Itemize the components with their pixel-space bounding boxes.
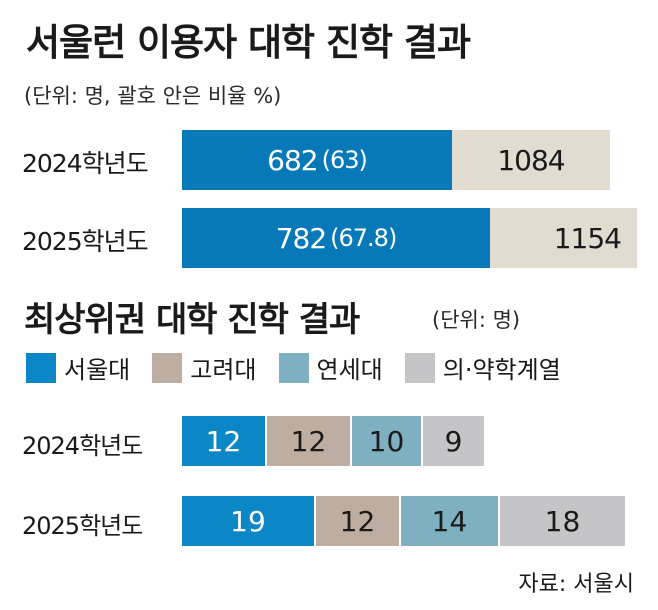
chart-1-ratio-label: (67.8): [330, 224, 397, 252]
chart-2-unit-note: (단위: 명): [432, 308, 521, 332]
chart-1-value-label: 682: [267, 143, 318, 177]
chart-1-ratio-label: (63): [321, 146, 368, 174]
legend-swatch: [26, 352, 56, 383]
chart-1-bar: 682 (63) 1084: [182, 130, 610, 190]
chart-1-bar-segment-total: 1154: [490, 208, 637, 268]
chart-1-value-label: 782: [275, 221, 327, 255]
chart-2-bar: 12 12 10 9: [182, 416, 486, 466]
chart-2-bar-segment: 10: [352, 416, 423, 466]
legend-item: 의·약학계열: [404, 350, 561, 385]
chart-2-category-label: 2024학년도: [22, 432, 143, 460]
legend-label: 연세대: [316, 356, 383, 384]
legend-label: 고려대: [190, 356, 257, 384]
chart-2-bar-segment: 12: [267, 416, 352, 466]
chart-2-category-label: 2025학년도: [22, 512, 143, 540]
chart-1-category-label: 2024학년도: [22, 149, 149, 178]
legend-swatch: [278, 352, 309, 383]
legend-item: 연세대: [278, 350, 383, 385]
chart-2-bar-segment: 18: [500, 496, 627, 546]
source-note: 자료: 서울시: [518, 572, 634, 597]
legend-label: 의·약학계열: [442, 356, 561, 384]
chart-2-bar-segment: 12: [182, 416, 267, 466]
chart-1-category-label: 2025학년도: [22, 227, 149, 256]
chart-2-bar: 19 12 14 18: [182, 496, 627, 546]
legend: 서울대 고려대 연세대 의·약학계열: [26, 350, 583, 385]
legend-swatch: [152, 352, 183, 383]
chart-2-title: 최상위권 대학 진학 결과: [24, 300, 360, 340]
legend-label: 서울대: [64, 356, 131, 384]
chart-1-bar-segment-admitted: 682 (63): [182, 130, 452, 190]
chart-1-bar-segment-admitted: 782 (67.8): [182, 208, 490, 268]
chart-2-bar-segment: 14: [401, 496, 500, 546]
unit-note: (단위: 명, 괄호 안은 비율 %): [24, 84, 282, 108]
legend-swatch: [404, 352, 435, 383]
chart-2-bar-segment: 12: [316, 496, 401, 546]
legend-item: 고려대: [152, 350, 257, 385]
legend-item: 서울대: [26, 350, 130, 385]
chart-1-bar: 782 (67.8) 1154: [182, 208, 637, 268]
chart-2-bar-segment: 9: [423, 416, 486, 466]
chart-title: 서울런 이용자 대학 진학 결과: [26, 21, 471, 64]
chart-2-bar-segment: 19: [182, 496, 316, 546]
chart-1-bar-segment-total: 1084: [452, 130, 610, 190]
